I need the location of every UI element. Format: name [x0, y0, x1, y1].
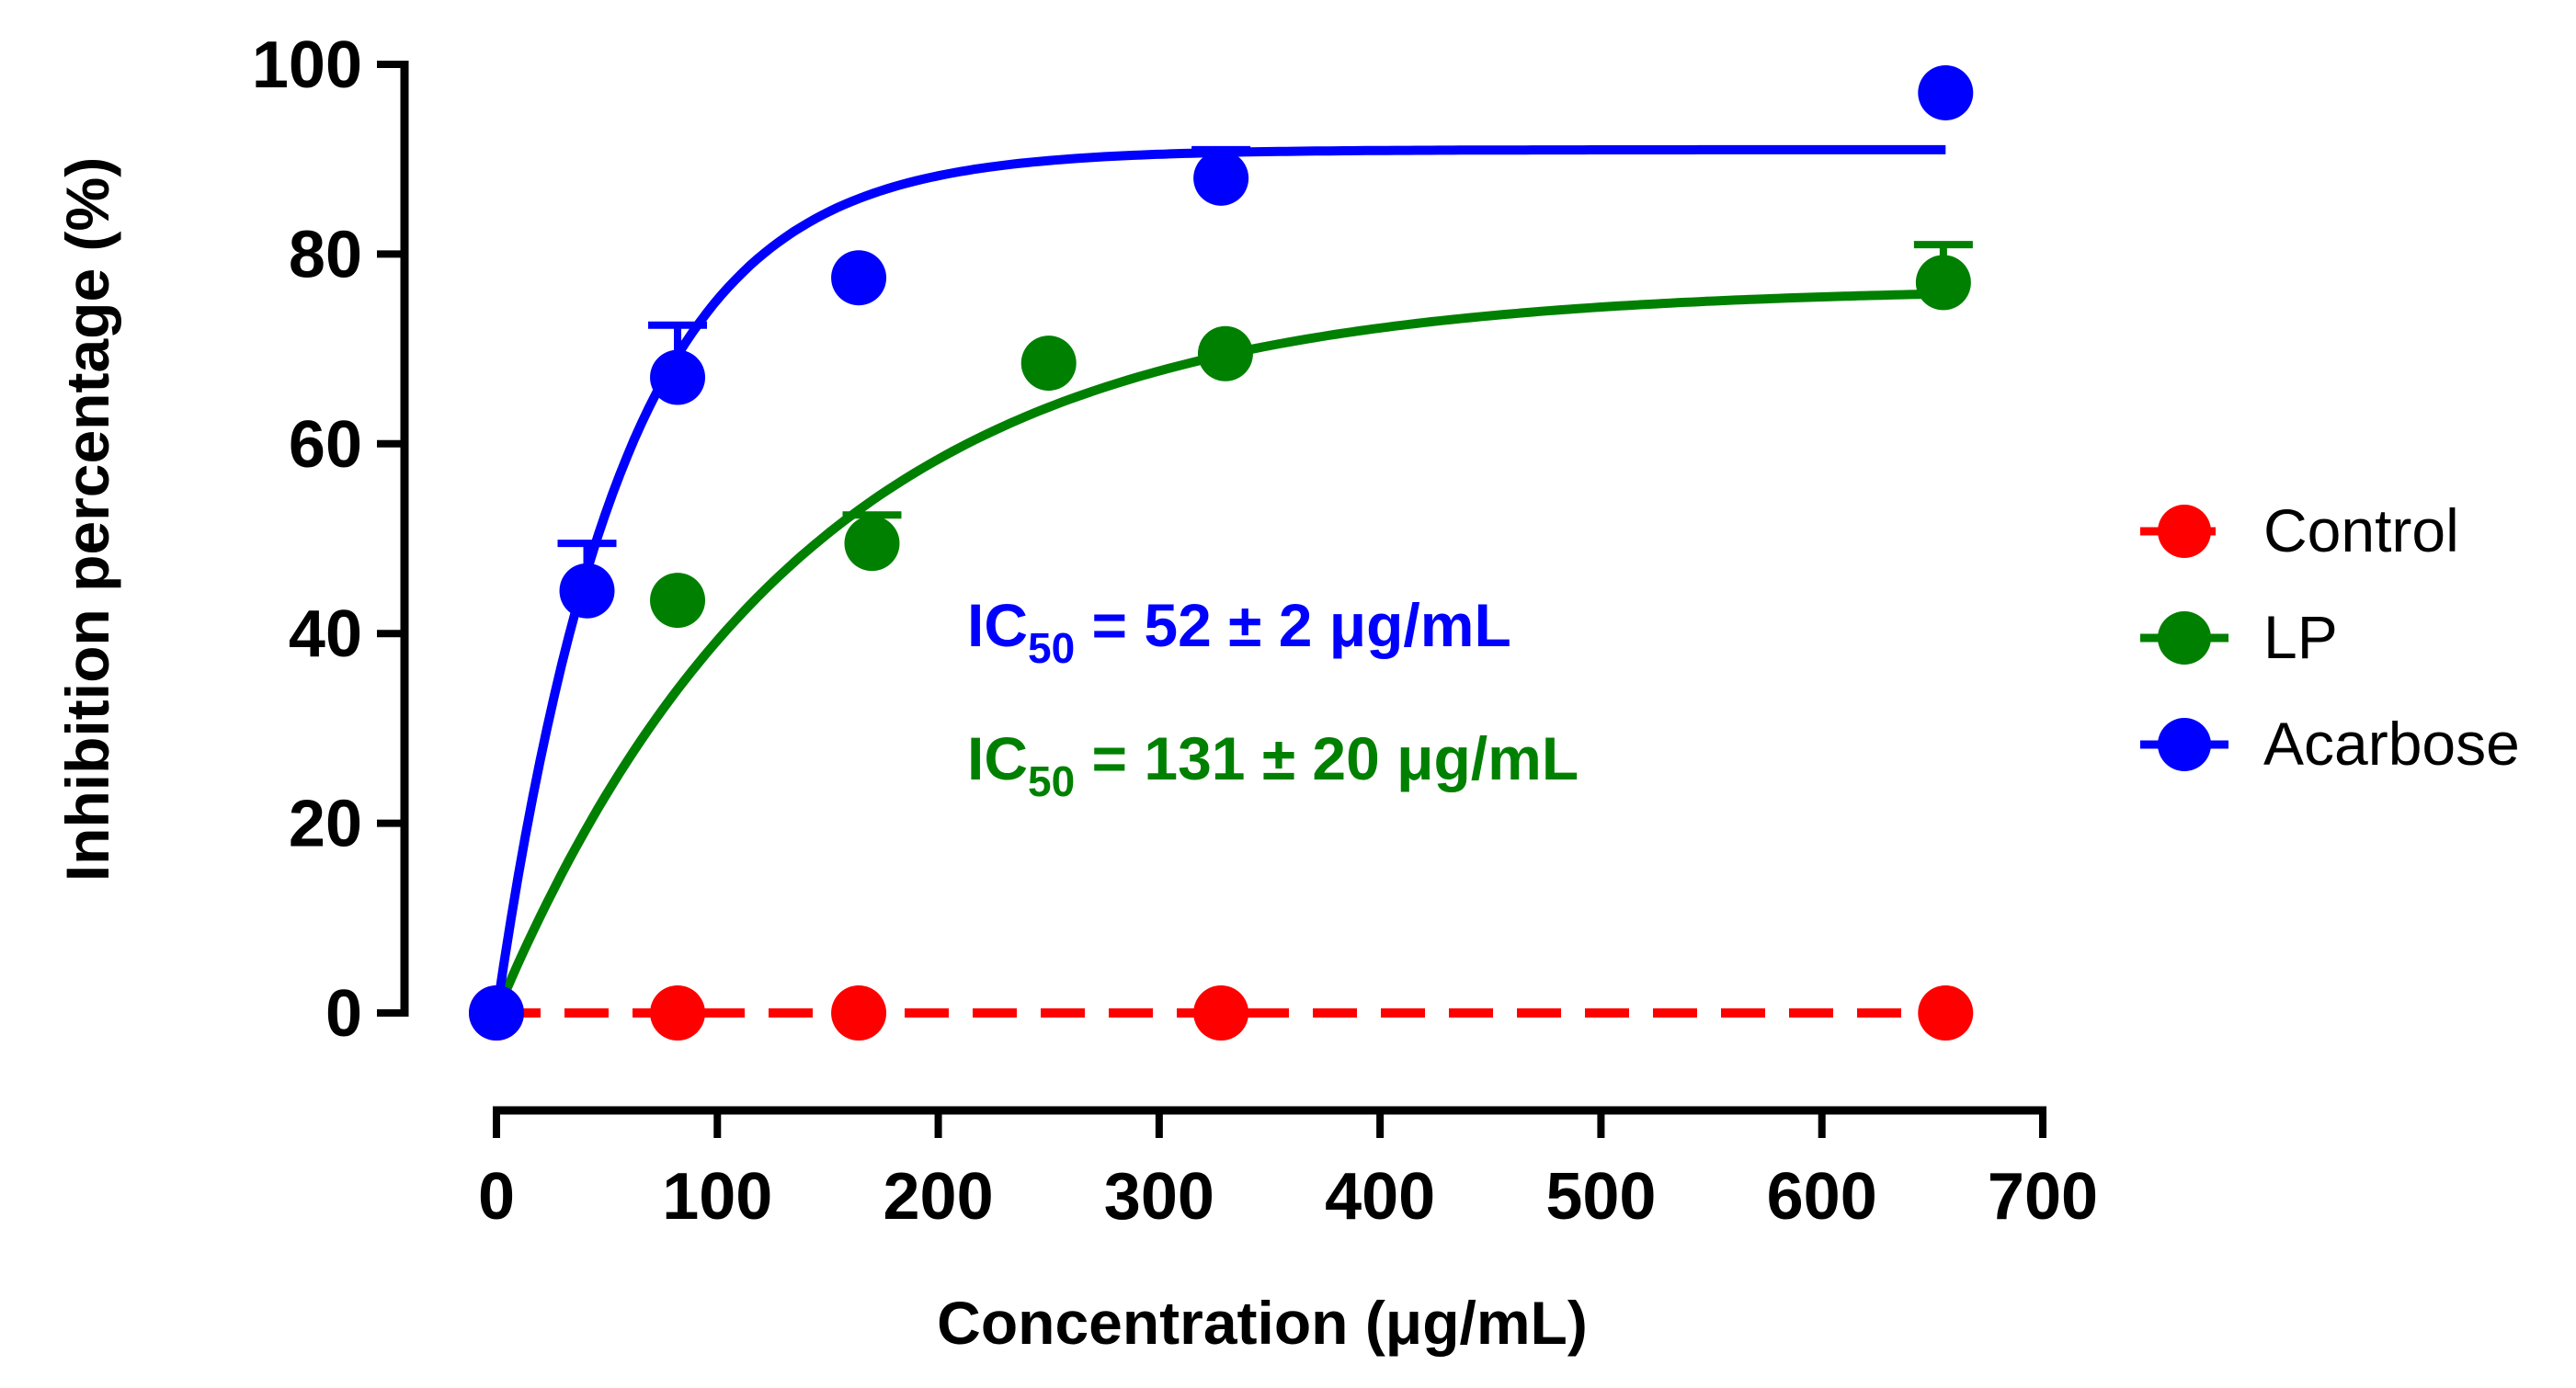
y-tick-label: 20: [289, 788, 362, 861]
x-tick-label: 300: [1104, 1160, 1214, 1234]
data-point: [1918, 64, 1974, 120]
x-tick-label: 200: [883, 1160, 994, 1234]
legend-label: Control: [2263, 496, 2459, 564]
data-point: [1915, 255, 1971, 311]
data-point: [650, 985, 706, 1041]
ic50-value: = 131 ± 20 μg/mL: [1075, 724, 1579, 792]
fit-curve: [492, 144, 1946, 1014]
data-point: [1020, 336, 1077, 392]
x-tick-label: 600: [1767, 1160, 1877, 1234]
legend-swatch-marker: [2158, 505, 2211, 558]
data-point: [831, 985, 887, 1041]
legend-swatch-marker: [2158, 611, 2211, 665]
x-tick-label: 100: [662, 1160, 772, 1234]
data-point: [650, 349, 706, 405]
legend-item-lp: LP: [2140, 603, 2338, 671]
y-tick-label: 60: [289, 408, 362, 482]
legend-swatch-marker: [2158, 718, 2211, 771]
y-tick-label: 40: [289, 597, 362, 671]
ic50-prefix: IC: [967, 591, 1028, 659]
series-control: [469, 985, 1974, 1041]
ic50-annotation-lp: IC50 = 131 ± 20 μg/mL: [967, 724, 1579, 805]
x-tick-label: 400: [1325, 1160, 1435, 1234]
legend-item-acarbose: Acarbose: [2140, 710, 2520, 778]
data-point: [1193, 985, 1249, 1041]
ic50-subscript: 50: [1028, 624, 1075, 672]
x-tick-label: 700: [1988, 1160, 2098, 1234]
axes: 0 20 40 60 80 100 0 100 200 300 400 500 600 700: [252, 28, 2098, 1234]
series-acarbose: [469, 64, 1974, 1041]
ic50-subscript: 50: [1028, 757, 1075, 805]
data-point: [650, 573, 706, 629]
y-tick-label: 0: [325, 977, 362, 1051]
data-point: [831, 250, 887, 306]
plot-area: [469, 64, 1974, 1041]
ic50-annotation-acarbose: IC50 = 52 ± 2 μg/mL: [967, 591, 1511, 672]
data-point: [1193, 150, 1249, 206]
x-axis-title: Concentration (μg/mL): [937, 1289, 1588, 1357]
legend-item-control: Control: [2140, 496, 2459, 564]
ic50-value: = 52 ± 2 μg/mL: [1075, 591, 1511, 659]
y-tick-label: 80: [289, 218, 362, 291]
x-tick-label: 0: [478, 1160, 515, 1234]
ic50-prefix: IC: [967, 724, 1028, 792]
y-tick-label: 100: [252, 28, 362, 102]
fit-curve: [492, 289, 1946, 1015]
y-axis-title: Inhibition percentage (%): [53, 157, 121, 882]
legend-label: LP: [2263, 603, 2338, 671]
x-tick-label: 500: [1545, 1160, 1656, 1234]
data-point: [844, 516, 900, 572]
legend: Control LP Acarbose: [2140, 496, 2520, 778]
data-point: [1918, 985, 1974, 1041]
legend-label: Acarbose: [2263, 710, 2520, 778]
